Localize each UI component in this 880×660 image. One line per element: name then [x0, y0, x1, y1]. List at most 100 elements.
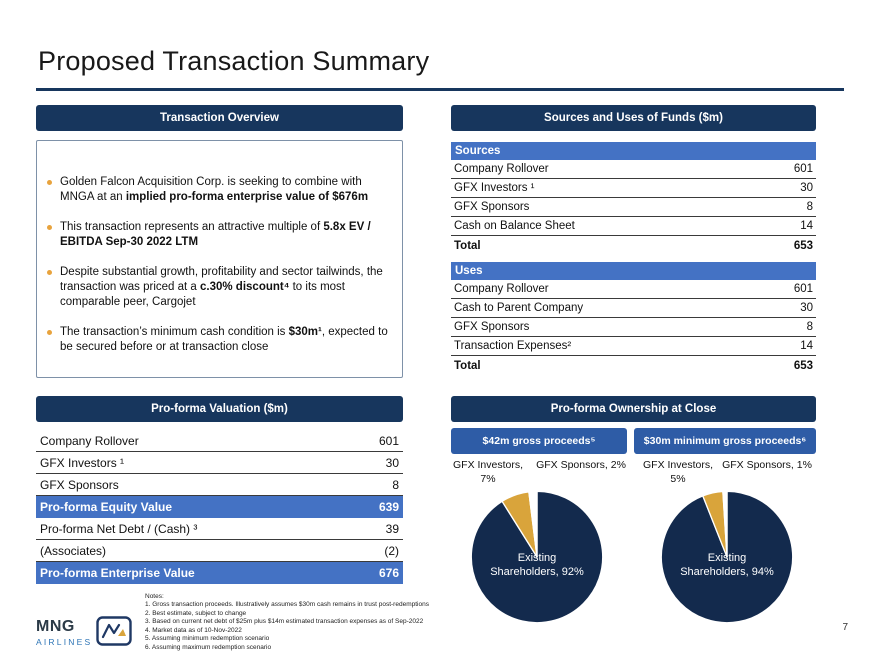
table-row: Company Rollover 601: [36, 430, 403, 452]
valuation-table: Company Rollover 601 GFX Investors ¹ 30 GF…: [36, 430, 403, 584]
scenario-1-badge: $42m gross proceeds⁵: [451, 428, 627, 454]
row-label: GFX Sponsors: [40, 477, 119, 492]
table-row: Cash to Parent Company 30: [451, 299, 816, 318]
bullet-list: Golden Falcon Acquisition Corp. is seeki…: [45, 175, 390, 356]
bullet-text-bold: $30m¹: [288, 325, 322, 338]
valuation-header: Pro-forma Valuation ($m): [36, 396, 403, 422]
footnotes-title: Notes:: [145, 593, 164, 600]
row-label: GFX Sponsors: [454, 201, 530, 213]
bullet-item: The transaction’s minimum cash condition…: [45, 325, 390, 356]
table-row: GFX Sponsors 8: [36, 474, 403, 496]
footnote: 3. Based on current net debt of $25m plu…: [145, 618, 424, 626]
table-total-row: Total 653: [451, 236, 816, 256]
row-label: Cash to Parent Company: [454, 302, 584, 314]
row-label: Company Rollover: [454, 163, 549, 175]
row-value: 30: [800, 182, 813, 194]
uses-section-header: Uses: [451, 262, 816, 280]
table-row: GFX Sponsors 8: [451, 198, 816, 217]
row-value: 601: [793, 163, 813, 175]
bullet-item: This transaction represents an attractiv…: [45, 220, 390, 251]
pie-slice-gfx-sponsors: [528, 490, 538, 558]
row-value: 30: [385, 455, 399, 470]
logo-wordmark: MNG: [36, 618, 75, 635]
logo-subtitle: AIRLINES: [36, 637, 93, 647]
row-label: Total: [454, 240, 481, 252]
row-label: GFX Sponsors: [454, 321, 530, 333]
bullet-item: Despite substantial growth, profitabilit…: [45, 265, 390, 311]
row-value: 676: [378, 566, 399, 580]
footnote: 1. Gross transaction proceeds. Illustrat…: [145, 601, 429, 609]
bullet-text: The transaction’s minimum cash condition…: [60, 325, 289, 338]
sources-section-header: Sources: [451, 142, 816, 160]
row-label: Company Rollover: [454, 283, 549, 295]
table-row: Company Rollover 601: [451, 160, 816, 179]
row-value: 14: [800, 340, 813, 352]
transaction-overview-header: Transaction Overview: [36, 105, 403, 131]
row-value: 39: [385, 521, 399, 536]
row-value: 639: [378, 500, 399, 514]
transaction-overview-box: Golden Falcon Acquisition Corp. is seeki…: [36, 140, 403, 378]
table-highlight-row: Pro-forma Equity Value 639: [36, 496, 403, 518]
row-value: (2): [384, 543, 399, 558]
pie-label-gfx-investors: GFX Investors, 5%: [642, 459, 714, 485]
row-label: (Associates): [40, 543, 107, 558]
table-total-row: Total 653: [451, 356, 816, 376]
row-label: Company Rollover: [40, 433, 139, 448]
row-label: Pro-forma Equity Value: [40, 500, 173, 514]
row-label: GFX Investors ¹: [40, 455, 125, 470]
bullet-text: Golden Falcon Acquisition Corp. is seeki…: [60, 176, 362, 204]
bullet-text-bold: 5.8x EV / EBITDA Sep-30 2022 LTM: [60, 220, 371, 249]
row-value: 30: [800, 302, 813, 314]
bullet-text: to its most comparable peer, Cargojet: [60, 281, 346, 309]
sources-uses-table: Sources Company Rollover 601 GFX Investor…: [451, 142, 816, 376]
table-row: Cash on Balance Sheet 14: [451, 217, 816, 236]
row-value: 8: [806, 321, 813, 333]
table-row: (Associates) (2): [36, 540, 403, 562]
bullet-text: This transaction represents an attractiv…: [60, 220, 324, 233]
table-row: Company Rollover 601: [451, 280, 816, 299]
row-value: 8: [806, 201, 813, 213]
row-label: GFX Investors ¹: [454, 182, 535, 194]
table-row: GFX Investors ¹ 30: [36, 452, 403, 474]
row-value: 653: [793, 240, 813, 252]
mng-logo-mark-icon: [96, 616, 132, 646]
page-number: 7: [842, 622, 848, 633]
table-row: Pro-forma Net Debt / (Cash) ³ 39: [36, 518, 403, 540]
pie-center-label: Existing Shareholders, 94%: [680, 552, 774, 579]
pie-label-gfx-investors: GFX Investors, 7%: [452, 459, 524, 485]
bullet-text-bold: implied pro-forma enterprise value of $6…: [125, 191, 369, 204]
title-underline: [36, 88, 844, 91]
row-label: Pro-forma Enterprise Value: [40, 566, 195, 580]
row-label: Pro-forma Net Debt / (Cash) ³: [40, 521, 198, 536]
row-value: 8: [392, 477, 399, 492]
pie-slice-gfx-sponsors: [722, 490, 728, 558]
table-highlight-row: Pro-forma Enterprise Value 676: [36, 562, 403, 584]
pie-chart-scenario-1: [470, 490, 604, 624]
row-value: 14: [800, 220, 813, 232]
bullet-text-bold: c.30% discount⁴: [200, 281, 290, 294]
row-value: 601: [793, 283, 813, 295]
row-label: Cash on Balance Sheet: [454, 220, 575, 232]
footnote: 4. Market data as of 10-Nov-2022: [145, 626, 242, 634]
table-row: GFX Sponsors 8: [451, 318, 816, 337]
footnote: 6. Assuming maximum redemption scenario: [145, 643, 272, 651]
table-row: Transaction Expenses² 14: [451, 337, 816, 356]
row-value: 653: [793, 360, 813, 372]
page-title: Proposed Transaction Summary: [38, 46, 430, 76]
pie-chart-scenario-2: [660, 490, 794, 624]
bullet-text: Despite substantial growth, profitabilit…: [60, 265, 383, 294]
ownership-header: Pro-forma Ownership at Close: [451, 396, 816, 422]
pie-label-gfx-sponsors: GFX Sponsors, 1%: [722, 459, 812, 471]
row-label: Total: [454, 360, 481, 372]
footnotes: Notes: 1. Gross transaction proceeds. Il…: [145, 593, 485, 652]
pie-center-label: Existing Shareholders, 92%: [490, 552, 584, 579]
sources-uses-header: Sources and Uses of Funds ($m): [451, 105, 816, 131]
row-value: 601: [378, 433, 399, 448]
scenario-2-badge: $30m minimum gross proceeds⁶: [634, 428, 816, 454]
footnote: 2. Best estimate, subject to change: [145, 609, 247, 617]
table-row: GFX Investors ¹ 30: [451, 179, 816, 198]
bullet-text: , expected to be secured before or at tr…: [60, 325, 388, 354]
pie-label-gfx-sponsors: GFX Sponsors, 2%: [536, 459, 626, 471]
row-label: Transaction Expenses²: [454, 340, 572, 352]
